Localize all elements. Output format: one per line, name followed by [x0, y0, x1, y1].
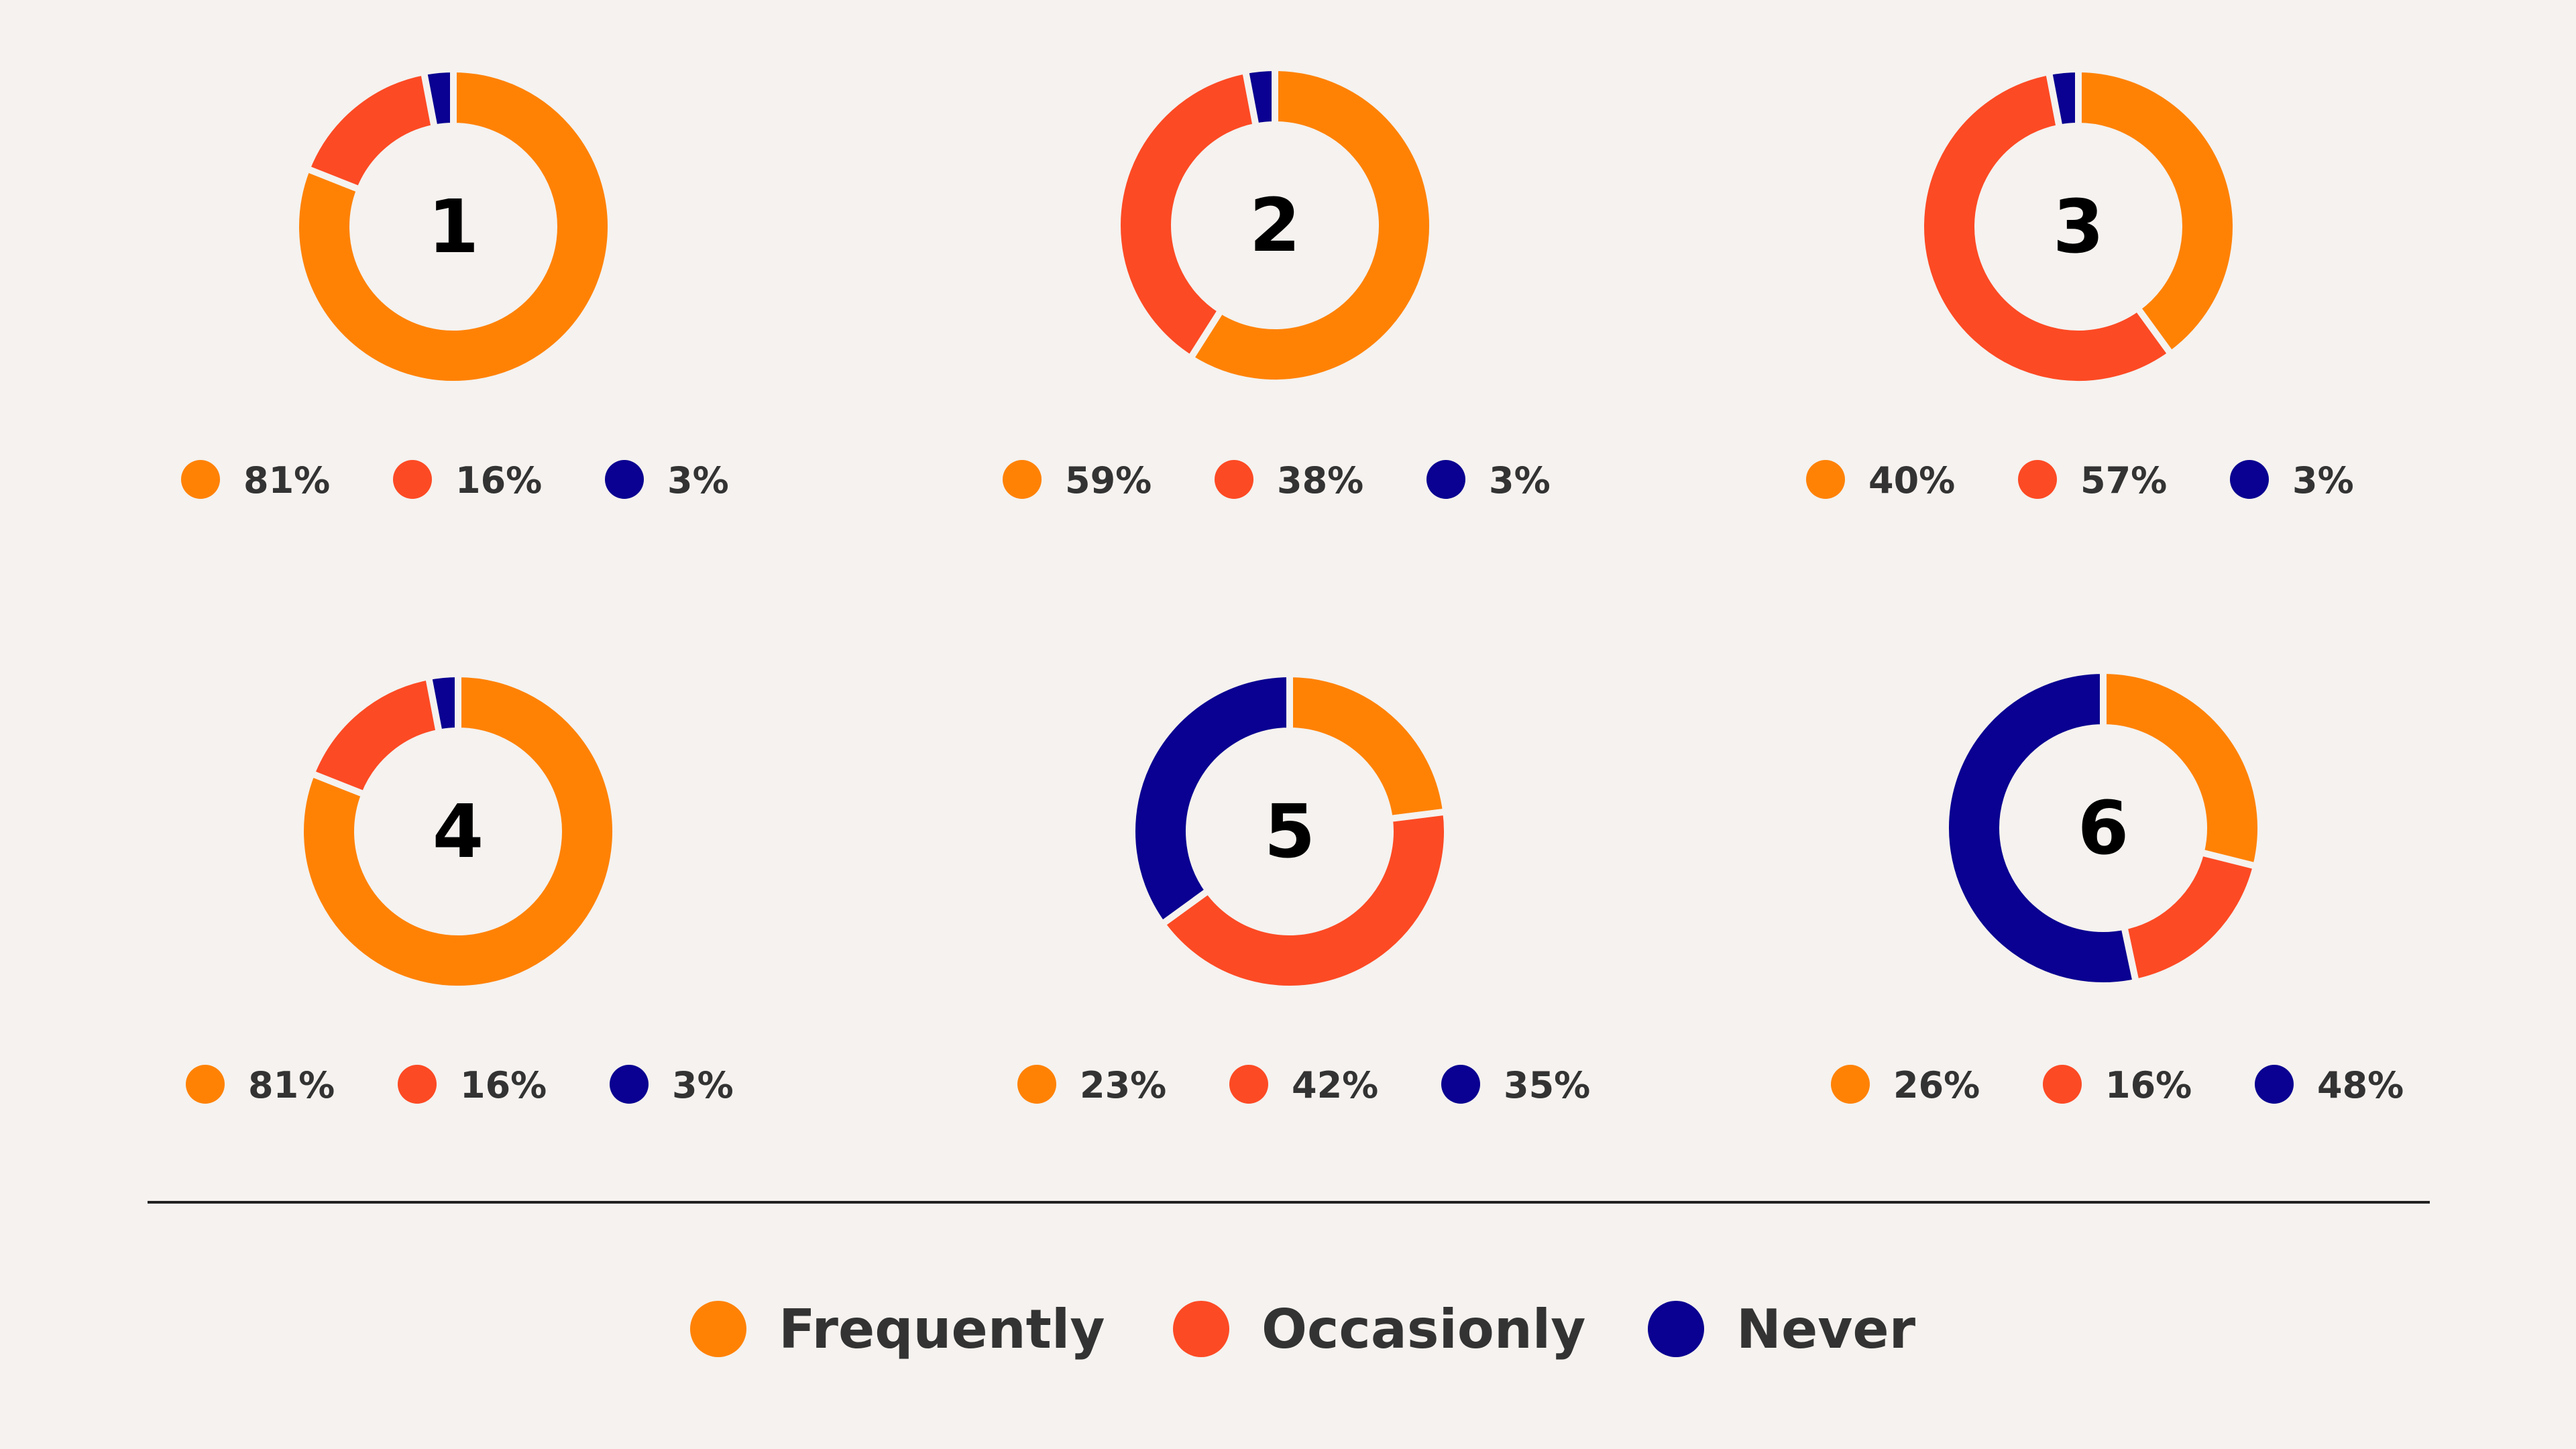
donut-segment-never [2045, 65, 2082, 132]
legend-dot-icon [1441, 1065, 1480, 1104]
donut-number: 4 [433, 789, 484, 874]
donut-chart-1: 1 81% 16% 3% [181, 65, 729, 502]
donut-segment-occasionly [1917, 68, 2176, 388]
donut-number: 5 [1264, 789, 1316, 874]
legend-label-occasionly: Occasionly [1262, 1298, 1585, 1360]
donut-chart-2: 2 59% 38% 3% [1003, 64, 1551, 502]
value-label: 48% [2317, 1064, 2404, 1106]
legend-dot-icon [1215, 460, 1253, 499]
donut-chart-5: 5 23% 42% 35% [1017, 670, 1590, 1106]
legend: Frequently Occasionly Never [690, 1298, 1916, 1360]
legend-dot-icon [1173, 1301, 1229, 1357]
donut-segment-frequently [2075, 65, 2239, 359]
donut-segment-occasionly [302, 68, 439, 194]
donut-segment-frequently [1286, 670, 1450, 823]
donut-segment-never [1129, 670, 1293, 929]
value-label: 38% [1277, 459, 1363, 502]
donut-number: 1 [428, 184, 480, 270]
value-label: 3% [1489, 459, 1551, 502]
donut-segment-occasionly [307, 673, 443, 799]
legend-dot-icon [1426, 460, 1465, 499]
donut-segment-never [425, 670, 461, 737]
value-label: 81% [248, 1064, 335, 1106]
donut-segment-never [1241, 64, 1278, 131]
legend-dot-icon [1648, 1301, 1704, 1357]
value-label: 16% [460, 1064, 547, 1106]
donut-segment-occasionly [2120, 848, 2261, 986]
legend-dot-icon [186, 1065, 225, 1104]
legend-label-frequently: Frequently [779, 1298, 1105, 1360]
legend-dot-icon [1003, 460, 1042, 499]
donut-segment-never [420, 65, 457, 132]
legend-dot-icon [2255, 1065, 2294, 1104]
donut-segment-frequently [297, 670, 619, 992]
legend-dot-icon [605, 460, 644, 499]
value-label: 3% [2292, 459, 2354, 502]
legend-dot-icon [1806, 460, 1845, 499]
legend-dot-icon [2043, 1065, 2082, 1104]
value-label: 16% [2105, 1064, 2192, 1106]
legend-dot-icon [2230, 460, 2269, 499]
donut-number: 6 [2078, 785, 2129, 871]
legend-dot-icon [690, 1301, 746, 1357]
value-label: 26% [1893, 1064, 1980, 1106]
value-label: 57% [2080, 459, 2167, 502]
donut-segment-never [1942, 666, 2140, 989]
value-label: 35% [1504, 1064, 1590, 1106]
value-label: 42% [1292, 1064, 1378, 1106]
value-label: 16% [455, 459, 542, 502]
value-label: 3% [672, 1064, 734, 1106]
legend-dot-icon [393, 460, 432, 499]
legend-dot-icon [2018, 460, 2057, 499]
donut-chart-4: 4 81% 16% 3% [186, 670, 734, 1106]
value-label: 59% [1065, 459, 1152, 502]
donut-segment-occasionly [1114, 66, 1260, 363]
value-label: 3% [667, 459, 729, 502]
donut-segment-frequently [1186, 64, 1436, 386]
donut-segment-occasionly [1157, 807, 1451, 992]
donut-chart-6: 6 26% 16% 48% [1831, 666, 2404, 1106]
legend-dot-icon [1017, 1065, 1056, 1104]
legend-dot-icon [1229, 1065, 1268, 1104]
donut-number: 2 [1249, 182, 1301, 268]
donut-chart-3: 3 40% 57% 3% [1806, 65, 2354, 502]
donut-segment-frequently [2100, 666, 2264, 870]
value-label: 81% [243, 459, 330, 502]
legend-dot-icon [181, 460, 220, 499]
legend-label-never: Never [1736, 1298, 1916, 1360]
value-label: 40% [1868, 459, 1955, 502]
value-label: 23% [1080, 1064, 1166, 1106]
legend-dot-icon [1831, 1065, 1870, 1104]
donut-number: 3 [2053, 184, 2105, 270]
legend-dot-icon [610, 1065, 649, 1104]
donut-segment-frequently [292, 65, 614, 388]
legend-dot-icon [398, 1065, 437, 1104]
